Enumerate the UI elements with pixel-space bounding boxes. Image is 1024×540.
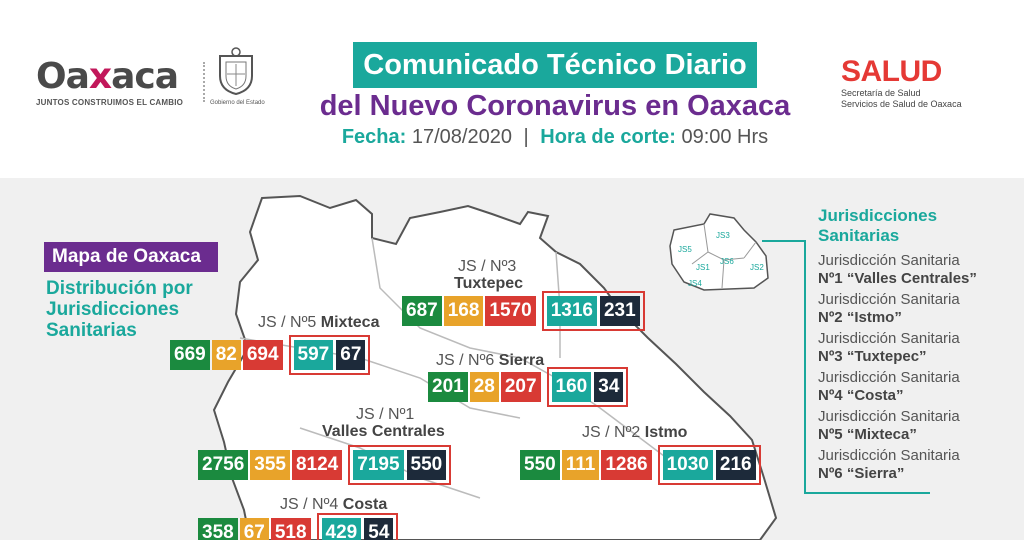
js5-value-4: 597 [293, 340, 334, 370]
js6-values: 201 28 207 160 34 [428, 367, 629, 407]
dist-line-2: Jurisdicciones [46, 299, 180, 320]
salud-sub2: Servicios de Salud de Oaxaca [841, 99, 962, 109]
inset-label-js4: JS4 [688, 279, 702, 288]
js1-value-1: 2756 [198, 450, 249, 480]
legend-item: Jurisdicción Sanitaria Nº6 “Sierra” [818, 447, 960, 482]
js2-value-4: 1030 [662, 450, 713, 480]
page-title: Comunicado Técnico Diario [353, 42, 757, 88]
js1-value-3: 8124 [291, 450, 343, 480]
date-label: Fecha: [341, 126, 407, 148]
js6-value-2: 28 [469, 372, 499, 402]
legend-item: Jurisdicción Sanitaria Nº2 “Istmo” [818, 291, 960, 326]
oaxaca-logo: Oaxaca JUNTOS CONSTRUIMOS EL CAMBIO [36, 58, 196, 110]
js3-value-2: 168 [443, 296, 484, 326]
js1-value-4: 7195 [353, 450, 404, 480]
js4-values: 358 67 518 429 54 [198, 513, 399, 540]
js4-value-4: 429 [321, 518, 362, 540]
js5-value-3: 694 [242, 340, 283, 370]
js2-values: 550 111 1286 1030 216 [520, 445, 761, 485]
legend-title: Jurisdicciones Sanitarias [818, 206, 1008, 246]
inset-label-js1: JS1 [696, 263, 710, 272]
inset-map: JS5 JS3 JS6 JS1 JS2 JS4 [669, 213, 769, 291]
js3-value-5: 231 [599, 296, 640, 326]
inset-label-js6: JS6 [720, 257, 734, 266]
js4-value-2: 67 [239, 518, 269, 540]
js4-label: JS / Nº4 Costa [280, 496, 388, 513]
js5-value-1: 669 [170, 340, 210, 370]
date-separator: | [523, 126, 529, 148]
salud-logo: SALUD Secretaría de Salud Servicios de S… [841, 56, 981, 110]
js1-name: Valles Centrales [322, 423, 445, 440]
js1-values: 2756 355 8124 7195 550 [198, 445, 452, 485]
seal-label: Gobierno del Estado [210, 100, 265, 106]
js2-value-1: 550 [520, 450, 560, 480]
logo-tagline: JUNTOS CONSTRUIMOS EL CAMBIO [36, 98, 184, 107]
legend-title-1: Jurisdicciones [818, 206, 938, 225]
legend-connector [762, 240, 806, 242]
legend-item: Jurisdicción Sanitaria Nº1 “Valles Centra… [818, 252, 977, 287]
js6-value-4: 160 [551, 372, 592, 402]
js6-frame: 160 34 [546, 367, 629, 407]
inset-label-js2: JS2 [750, 263, 764, 272]
js4-value-3: 518 [270, 518, 311, 540]
legend-item: Jurisdicción Sanitaria Nº5 “Mixteca” [818, 408, 960, 443]
js1-label: JS / Nº1 [356, 406, 415, 423]
js3-value-1: 687 [402, 296, 442, 326]
js5-frame: 597 67 [288, 335, 371, 375]
js2-label: JS / Nº2 Istmo [582, 424, 688, 441]
js6-value-1: 201 [428, 372, 468, 402]
legend-title-2: Sanitarias [818, 226, 900, 245]
js5-value-2: 82 [211, 340, 241, 370]
js6-label: JS / Nº6 Sierra [436, 352, 545, 369]
inset-label-js5: JS5 [678, 245, 692, 254]
hour-label: Hora de corte: [540, 126, 676, 148]
distribution-text: Distribución por Jurisdicciones Sanitari… [46, 278, 236, 341]
legend-bracket [804, 240, 930, 494]
js4-value-1: 358 [198, 518, 238, 540]
js3-values: 687 168 1570 1316 231 [402, 291, 645, 331]
inset-label-js3: JS3 [716, 231, 730, 240]
js4-frame: 429 54 [316, 513, 399, 540]
logo-divider [203, 62, 205, 102]
js5-value-5: 67 [336, 340, 366, 370]
js3-label: JS / Nº3 [458, 258, 517, 275]
js2-value-2: 111 [561, 450, 600, 480]
state-seal-icon [219, 47, 253, 96]
legend-list: Jurisdicción Sanitaria Nº1 “Valles Centra… [818, 252, 1018, 486]
js3-name: Tuxtepec [454, 275, 524, 292]
hour-value: 09:00 Hrs [681, 126, 769, 148]
js1-value-2: 355 [250, 450, 290, 480]
js1-value-5: 550 [406, 450, 447, 480]
header: Oaxaca JUNTOS CONSTRUIMOS EL CAMBIO Gobi… [0, 0, 1024, 178]
legend-item: Jurisdicción Sanitaria Nº3 “Tuxtepec” [818, 330, 960, 365]
js1-frame: 7195 550 [348, 445, 452, 485]
js3-value-4: 1316 [546, 296, 597, 326]
date-value: 17/08/2020 [411, 126, 512, 148]
js2-value-3: 1286 [601, 450, 652, 480]
js5-label: JS / Nº5 Mixteca [258, 314, 380, 331]
js2-frame: 1030 216 [657, 445, 761, 485]
map-tag: Mapa de Oaxaca [44, 242, 218, 272]
map-area: Mapa de Oaxaca Distribución por Jurisdic… [0, 178, 1024, 540]
date-line: Fecha: 17/08/2020 | Hora de corte: 09:00… [300, 124, 810, 150]
dist-line-1: Distribución por [46, 278, 193, 299]
js3-frame: 1316 231 [541, 291, 645, 331]
js6-value-3: 207 [500, 372, 541, 402]
js3-value-3: 1570 [485, 296, 536, 326]
page-subtitle: del Nuevo Coronavirus en Oaxaca [319, 90, 791, 122]
salud-sub1: Secretaría de Salud [841, 88, 921, 98]
js2-value-5: 216 [715, 450, 756, 480]
js6-value-5: 34 [594, 372, 624, 402]
js4-value-5: 54 [364, 518, 394, 540]
legend-item: Jurisdicción Sanitaria Nº4 “Costa” [818, 369, 960, 404]
js5-values: 669 82 694 597 67 [170, 335, 371, 375]
logo-wordmark: Oaxaca [36, 56, 179, 97]
salud-wordmark: SALUD [841, 55, 942, 88]
dist-line-3: Sanitarias [46, 320, 137, 341]
